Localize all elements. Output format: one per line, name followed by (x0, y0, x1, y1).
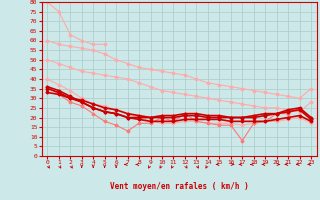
X-axis label: Vent moyen/en rafales ( km/h ): Vent moyen/en rafales ( km/h ) (110, 182, 249, 191)
